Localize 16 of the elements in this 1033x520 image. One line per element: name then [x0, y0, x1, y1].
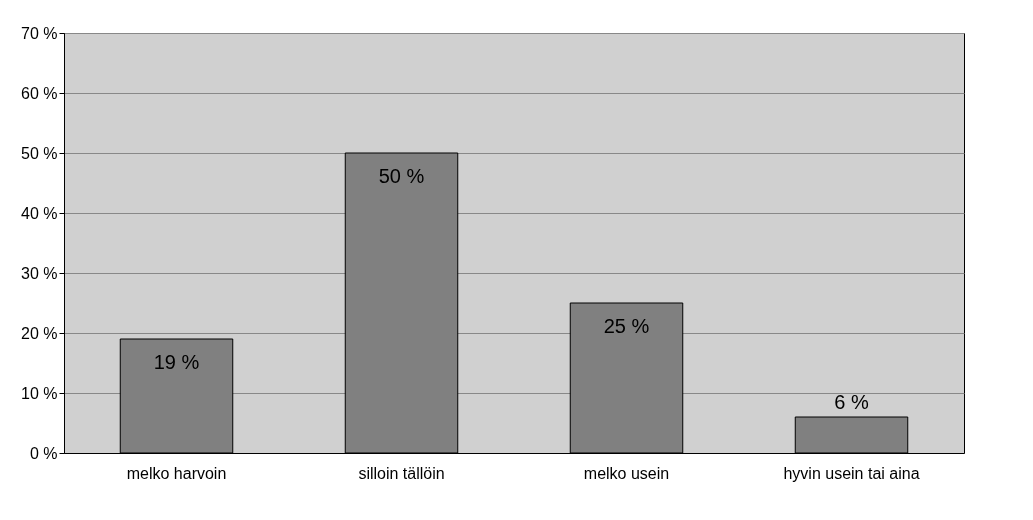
y-tick-label: 60 % — [21, 84, 58, 102]
y-tick-label: 20 % — [21, 324, 58, 342]
x-tick-label: hyvin usein tai aina — [783, 464, 920, 482]
data-label: 25 % — [603, 315, 650, 337]
x-tick-label: silloin tällöin — [358, 464, 445, 482]
data-label: 6 % — [834, 391, 869, 413]
data-label: 50 % — [378, 165, 425, 187]
y-tick-label: 50 % — [21, 144, 58, 162]
y-tick-label: 10 % — [21, 384, 58, 402]
y-tick-label: 0 % — [29, 444, 58, 462]
y-tick-label: 40 % — [21, 204, 58, 222]
y-tick-label: 30 % — [21, 264, 58, 282]
y-tick-label: 70 % — [21, 24, 58, 42]
x-tick-label: melko harvoin — [126, 464, 227, 482]
data-label: 19 % — [153, 351, 200, 373]
x-tick-label: melko usein — [583, 464, 670, 482]
